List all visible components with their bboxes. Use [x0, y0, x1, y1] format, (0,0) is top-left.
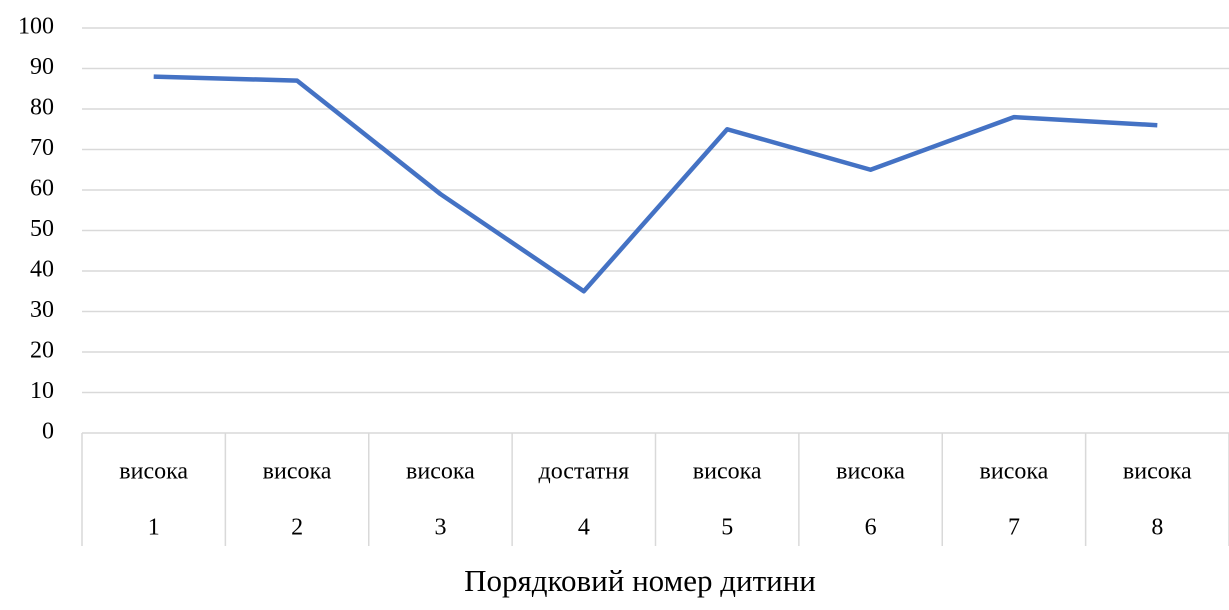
y-tick-label: 80 [30, 95, 54, 121]
x-tick-label: 3 [434, 515, 446, 541]
line [153, 74, 1158, 294]
x-group-label: висока [119, 459, 188, 485]
x-tick-label: 5 [721, 515, 733, 541]
x-tick-label: 4 [578, 515, 590, 541]
y-tick-label: 0 [42, 419, 54, 445]
y-tick-label: 50 [30, 216, 54, 242]
y-tick-label: 60 [30, 176, 54, 202]
x-tick-label: 2 [291, 515, 303, 541]
x-tick-label: 7 [1008, 515, 1020, 541]
x-group-label: висока [263, 459, 332, 485]
y-tick-label: 20 [30, 338, 54, 364]
y-tick-label: 100 [18, 14, 54, 40]
x-group-label: висока [980, 459, 1049, 485]
x-group-label: висока [836, 459, 905, 485]
x-tick-label: 1 [148, 515, 160, 541]
x-group-label: достатня [538, 459, 629, 485]
x-group-label: висока [1123, 459, 1192, 485]
y-tick-label: 70 [30, 135, 54, 161]
y-tick-label: 10 [30, 378, 54, 404]
x-axis-title: Порядковий номер дитини [464, 563, 816, 598]
x-tick-label: 6 [865, 515, 877, 541]
y-tick-label: 90 [30, 54, 54, 80]
x-tick-label: 8 [1151, 515, 1163, 541]
y-tick-label: 30 [30, 297, 54, 323]
x-group-label: висока [693, 459, 762, 485]
x-group-label: висока [406, 459, 475, 485]
y-tick-label: 40 [30, 257, 54, 283]
